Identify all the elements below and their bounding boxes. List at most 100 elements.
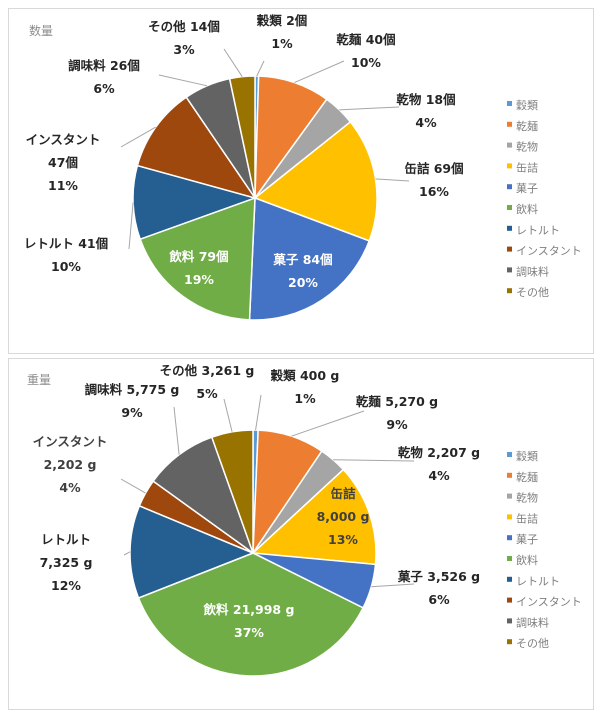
legend-entry: 缶詰 bbox=[516, 160, 538, 174]
data-label: 穀類 400 g bbox=[270, 368, 340, 383]
percent-label: 5% bbox=[196, 386, 218, 401]
legend-entry: その他 bbox=[516, 637, 549, 650]
legend-entry: 乾物 bbox=[516, 491, 538, 505]
quantity-pie-svg: 数量 穀類 2個 1% 乾麺 40個 10% 乾物 18個 4% 缶詰 69個 16% 菓子 84… bbox=[24, 13, 582, 321]
pie-slice-その他 bbox=[228, 75, 256, 199]
legend-swatch bbox=[507, 163, 512, 169]
data-label: 缶詰 69個 bbox=[404, 161, 463, 176]
pie-slice-調味料 bbox=[152, 436, 255, 556]
legend-swatch bbox=[507, 514, 512, 520]
leader-line bbox=[120, 478, 146, 494]
data-label: 8,000 g bbox=[317, 509, 370, 524]
percent-label: 6% bbox=[428, 592, 450, 607]
legend-swatch bbox=[507, 205, 512, 210]
legend-swatch bbox=[507, 267, 512, 273]
data-label: 調味料 26個 bbox=[68, 58, 140, 73]
leader-line bbox=[371, 583, 415, 588]
legend-entry: 菓子 bbox=[516, 182, 538, 195]
legend-entry: インスタント bbox=[516, 596, 582, 609]
percent-label: 6% bbox=[93, 81, 115, 96]
percent-label: 9% bbox=[386, 417, 408, 432]
pie-slice-レトルト bbox=[132, 164, 258, 241]
data-label: 飲料 79個 bbox=[168, 249, 228, 264]
data-label: 調味料 5,775 g bbox=[85, 382, 180, 397]
data-label: 乾物 18個 bbox=[396, 92, 455, 107]
leader-line bbox=[339, 106, 400, 111]
legend-entry: 乾麺 bbox=[516, 120, 538, 133]
data-label: 乾麺 40個 bbox=[336, 32, 395, 47]
percent-label: 19% bbox=[184, 272, 214, 287]
percent-label: 11% bbox=[48, 178, 78, 193]
percent-label: 4% bbox=[59, 480, 81, 495]
chart-title: 重量 bbox=[27, 373, 51, 387]
leader-line bbox=[120, 126, 157, 148]
percent-label: 9% bbox=[121, 405, 143, 420]
leader-line bbox=[294, 60, 345, 84]
percent-label: 1% bbox=[294, 391, 316, 406]
legend-swatch bbox=[507, 288, 512, 294]
pie-slice-飲料 bbox=[139, 196, 256, 321]
percent-label: 1% bbox=[271, 36, 293, 51]
legend-swatch bbox=[507, 225, 512, 231]
pie-slice-菓子 bbox=[248, 196, 371, 321]
weight-pie-svg: 重量 穀類 400 g 1% 乾麺 5,270 g 9% 乾物 2,207 g 4% 缶詰 8,… bbox=[27, 363, 582, 677]
percent-label: 10% bbox=[351, 55, 381, 70]
legend-swatch bbox=[507, 618, 512, 624]
data-label: 飲料 21,998 g bbox=[203, 602, 295, 617]
data-label: その他 3,261 g bbox=[160, 363, 255, 378]
percent-label: 10% bbox=[51, 259, 81, 274]
legend-swatch bbox=[507, 535, 512, 541]
percent-label: 13% bbox=[328, 532, 358, 547]
leader-line bbox=[173, 406, 180, 455]
leader-line bbox=[291, 410, 365, 437]
chart-title: 数量 bbox=[29, 23, 53, 38]
legend-entry: 穀類 bbox=[516, 450, 538, 463]
pie-slice-飲料 bbox=[137, 552, 365, 677]
leader-line bbox=[123, 551, 131, 556]
legend-swatch bbox=[507, 472, 512, 478]
leader-line bbox=[255, 394, 262, 431]
legend-entry: 調味料 bbox=[516, 264, 549, 278]
data-label: 47個 bbox=[48, 155, 78, 170]
percent-label: 4% bbox=[428, 468, 450, 483]
percent-label: 4% bbox=[415, 115, 437, 130]
legend-swatch bbox=[507, 142, 512, 148]
legend-entry: 穀類 bbox=[516, 99, 538, 112]
leader-line bbox=[333, 459, 415, 462]
legend-entry: インスタント bbox=[516, 245, 582, 258]
legend-swatch bbox=[507, 101, 512, 106]
data-label: 菓子 84個 bbox=[272, 252, 332, 267]
legend-swatch bbox=[507, 639, 512, 645]
legend-entry: 飲料 bbox=[516, 202, 538, 216]
legend-entry: 調味料 bbox=[516, 615, 549, 629]
leader-line bbox=[223, 398, 233, 432]
legend-entry: 菓子 bbox=[516, 533, 538, 546]
legend-entry: レトルト bbox=[516, 575, 560, 588]
leader-line bbox=[158, 74, 208, 87]
data-label: 缶詰 bbox=[330, 486, 356, 501]
legend-swatch bbox=[507, 246, 512, 252]
data-label: インスタント bbox=[26, 132, 101, 147]
legend-entry: レトルト bbox=[516, 224, 560, 237]
percent-label: 16% bbox=[419, 184, 449, 199]
pie-slice-その他 bbox=[210, 429, 254, 554]
leader-line bbox=[128, 202, 134, 250]
data-label: 7,325 g bbox=[40, 555, 93, 570]
data-label: インスタント bbox=[33, 434, 108, 449]
data-label: 穀類 2個 bbox=[256, 13, 308, 28]
legend-entry: 飲料 bbox=[516, 553, 538, 567]
leader-line bbox=[223, 48, 243, 77]
legend-swatch bbox=[507, 121, 512, 127]
pie-slice-インスタント bbox=[136, 96, 257, 200]
data-label: その他 14個 bbox=[148, 19, 220, 34]
legend-entry: その他 bbox=[516, 286, 549, 299]
pie-slice-缶詰 bbox=[251, 468, 377, 566]
legend-swatch bbox=[507, 493, 512, 499]
percent-label: 20% bbox=[288, 275, 318, 290]
data-label: レトルト 41個 bbox=[24, 236, 108, 251]
weight-pie-chart: 重量 穀類 400 g 1% 乾麺 5,270 g 9% 乾物 2,207 g 4% 缶詰 8,… bbox=[8, 358, 594, 710]
legend-entry: 乾物 bbox=[516, 140, 538, 154]
data-label: レトルト bbox=[41, 532, 91, 547]
quantity-pie-chart: 数量 穀類 2個 1% 乾麺 40個 10% 乾物 18個 4% 缶詰 69個 16% 菓子 84… bbox=[8, 8, 594, 354]
percent-label: 3% bbox=[173, 42, 195, 57]
